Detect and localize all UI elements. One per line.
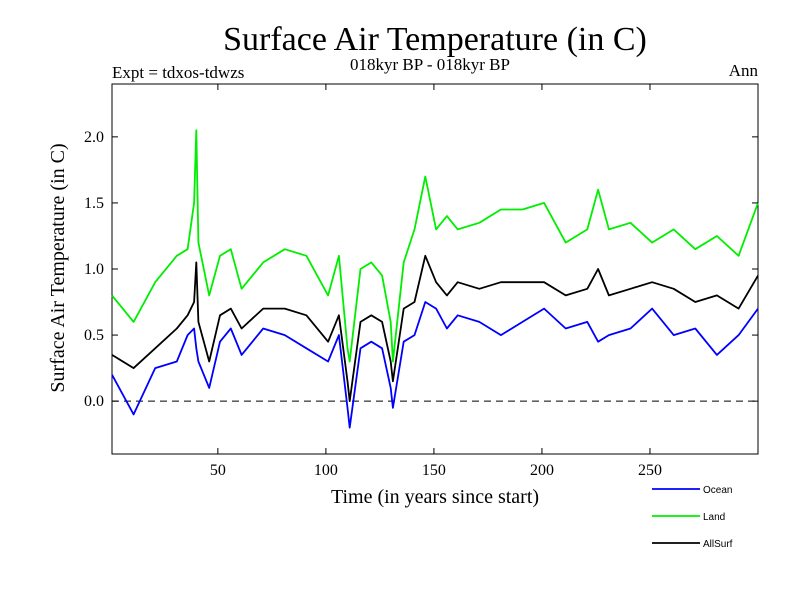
y-tick-label: 1.0 (84, 261, 104, 278)
x-tick-label: 100 (314, 462, 338, 479)
x-tick-label: 150 (422, 462, 446, 479)
series-line-land (111, 129, 759, 363)
x-tick-label: 50 (210, 462, 226, 479)
series-layer (111, 129, 759, 429)
season-label: Ann (729, 61, 759, 80)
y-axis-ticks: 0.0 0.5 1.0 1.5 2.0 (84, 129, 758, 410)
experiment-label: Expt = tdxos-tdwzs (112, 63, 244, 82)
legend-label-ocean: Ocean (703, 485, 732, 496)
y-tick-label: 0.5 (84, 327, 104, 344)
x-axis-label: Time (in years since start) (331, 486, 539, 508)
chart-subtitle: 018kyr BP - 018kyr BP (350, 55, 510, 74)
x-tick-label: 250 (638, 462, 662, 479)
series-line-ocean (111, 301, 759, 429)
y-tick-label: 2.0 (84, 129, 104, 146)
y-tick-label: 0.0 (84, 393, 104, 410)
plot-frame (111, 83, 759, 455)
x-tick-label: 200 (530, 462, 554, 479)
series-line-allsurf (111, 254, 759, 403)
legend-label-allsurf: AllSurf (703, 539, 733, 550)
y-tick-label: 1.5 (84, 195, 104, 212)
legend-label-land: Land (703, 512, 725, 523)
y-axis-label: Surface Air Temperature (in C) (47, 143, 69, 392)
legend: Ocean Land AllSurf (652, 485, 733, 550)
chart-title: Surface Air Temperature (in C) (223, 21, 647, 58)
x-axis-ticks: 50 100 150 200 250 (210, 84, 662, 479)
